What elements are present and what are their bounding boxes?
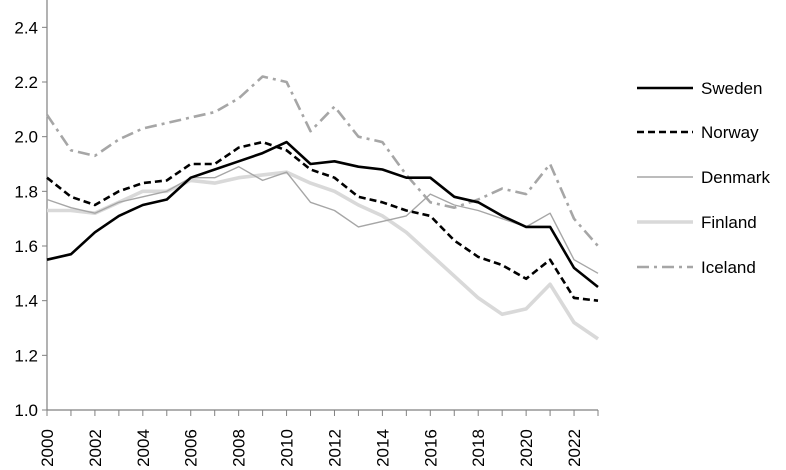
y-tick-label: 2.4 — [14, 18, 38, 37]
legend-label-sweden: Sweden — [701, 79, 762, 98]
y-tick-labels: 1.0 1.2 1.4 1.6 1.8 2.0 2.2 2.4 — [14, 18, 38, 420]
x-tick-label: 2012 — [325, 429, 344, 467]
series-line-denmark — [46, 165, 599, 274]
axes — [42, 0, 599, 416]
y-tick-label: 1.0 — [14, 401, 38, 420]
series-line-iceland — [45, 75, 599, 247]
x-tick-label: 2018 — [469, 429, 488, 467]
x-tick-label: 2002 — [86, 429, 105, 467]
legend-label-finland: Finland — [701, 213, 757, 232]
legend-label-denmark: Denmark — [701, 168, 770, 187]
y-tick-label: 1.8 — [14, 182, 38, 201]
y-tick-label: 2.2 — [14, 73, 38, 92]
x-tick-label: 2014 — [373, 429, 392, 467]
y-tick-label: 2.0 — [14, 128, 38, 147]
x-tick-label: 2000 — [38, 429, 57, 467]
x-tick-label: 2008 — [230, 429, 249, 467]
x-tick-label: 2020 — [517, 429, 536, 467]
x-tick-labels: 2000 2002 2004 2006 2008 2010 2012 2014 2016 2018… — [38, 429, 584, 467]
legend-label-norway: Norway — [701, 123, 759, 142]
x-tick-label: 2004 — [134, 429, 153, 467]
series-line-sweden — [46, 140, 599, 289]
y-tick-label: 1.4 — [14, 292, 38, 311]
series-line-norway — [46, 140, 599, 302]
y-tick-label: 1.6 — [14, 237, 38, 256]
x-tick-label: 2016 — [421, 429, 440, 467]
y-tick-label: 1.2 — [14, 346, 38, 365]
x-tick-label: 2022 — [565, 429, 584, 467]
x-tick-label: 2006 — [182, 429, 201, 467]
legend-label-iceland: Iceland — [701, 258, 756, 277]
legend: Sweden Norway Denmark Finland Iceland — [637, 79, 770, 277]
series-line-finland — [47, 170, 600, 341]
series-lines — [45, 75, 600, 341]
x-tick-label: 2010 — [278, 429, 297, 467]
